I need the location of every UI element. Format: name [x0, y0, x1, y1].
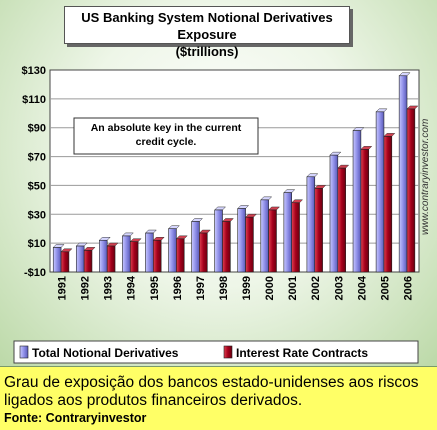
legend-swatch [19, 345, 29, 359]
x-tick-label: 1994 [126, 275, 138, 300]
y-tick-label: $30 [28, 209, 46, 221]
bar-interest-rate [106, 245, 116, 273]
x-tick-label: 2006 [402, 276, 414, 300]
bar-interest-rate [406, 108, 416, 273]
legend-label: Interest Rate Contracts [236, 346, 368, 360]
bar-total-notional [260, 199, 269, 273]
bar-interest-rate [129, 241, 139, 273]
bar-total-notional [191, 221, 200, 273]
y-tick-label: $70 [28, 152, 46, 164]
x-tick-label: 2002 [310, 276, 322, 300]
bar-interest-rate [83, 250, 93, 273]
caption-source: Fonte: Contraryinvestor [4, 411, 147, 425]
annotation-line-2: credit cycle. [136, 136, 197, 148]
x-tick-label: 2001 [287, 276, 299, 300]
x-tick-label: 1998 [218, 276, 230, 300]
x-tick-label: 1995 [149, 276, 161, 300]
bar-total-notional [145, 232, 154, 273]
bar-interest-rate [153, 239, 162, 273]
y-tick-label: $90 [28, 123, 46, 135]
bar-interest-rate [291, 202, 300, 273]
bar-total-notional [329, 154, 339, 273]
bar-interest-rate [60, 251, 70, 273]
x-tick-label: 1992 [80, 276, 92, 300]
bar-interest-rate [337, 167, 346, 273]
x-tick-label: 2003 [333, 276, 345, 300]
bar-total-notional [237, 208, 246, 273]
x-tick-label: 1991 [57, 276, 69, 300]
bar-total-notional [99, 239, 108, 273]
bar-interest-rate [360, 149, 370, 273]
bar-total-notional [352, 130, 362, 273]
bar-chart: $130 $110 $90 $70 $50 $30 $10 -$10 1991 1992 1993 1… [13, 65, 420, 364]
bar-total-notional [75, 245, 85, 273]
bar-total-notional [306, 176, 316, 273]
bar-interest-rate [176, 238, 185, 273]
annotation-box [73, 117, 259, 155]
legend [13, 340, 419, 364]
bar-interest-rate [245, 216, 254, 273]
bar-total-notional [283, 192, 292, 273]
y-tick-label: -$10 [24, 267, 46, 279]
bar-interest-rate [314, 188, 323, 273]
bar-interest-rate [268, 209, 277, 273]
caption-text: Grau de exposição dos bancos estado-unid… [4, 374, 419, 409]
x-tick-label: 1996 [172, 276, 184, 300]
x-tick-label: 2000 [264, 276, 276, 300]
x-tick-label: 1999 [241, 276, 253, 300]
y-tick-label: $110 [22, 94, 46, 106]
bar-total-notional [52, 247, 62, 273]
chart-title: US Banking System Notional Derivatives E… [81, 10, 333, 42]
x-tick-label: 1993 [103, 276, 115, 300]
x-tick-label: 2004 [356, 275, 368, 300]
x-tick-label: 2005 [379, 276, 391, 300]
bar-total-notional [375, 111, 385, 273]
legend-swatch [223, 345, 233, 359]
y-tick-label: $50 [28, 180, 46, 192]
y-tick-label: $10 [28, 238, 46, 250]
caption-box: Grau de exposição dos bancos estado-unid… [0, 367, 437, 430]
bar-total-notional [122, 235, 131, 273]
y-tick-label: $130 [22, 65, 46, 77]
bar-interest-rate [383, 136, 393, 273]
bar-total-notional [398, 75, 408, 273]
bar-interest-rate [199, 232, 208, 273]
plot-area: $130 $110 $90 $70 $50 $30 $10 -$10 1991 1992 1993 1… [13, 65, 420, 364]
chart-title-box: US Banking System Notional Derivatives E… [64, 6, 350, 59]
x-tick-label: 1997 [195, 276, 207, 300]
chart-subtitle: ($trillions) [175, 44, 239, 59]
annotation-line-1: An absolute key in the current [91, 122, 242, 134]
bar-interest-rate [222, 221, 231, 273]
bar-total-notional [168, 228, 177, 273]
bar-total-notional [214, 209, 223, 273]
legend-label: Total Notional Derivatives [32, 346, 179, 360]
